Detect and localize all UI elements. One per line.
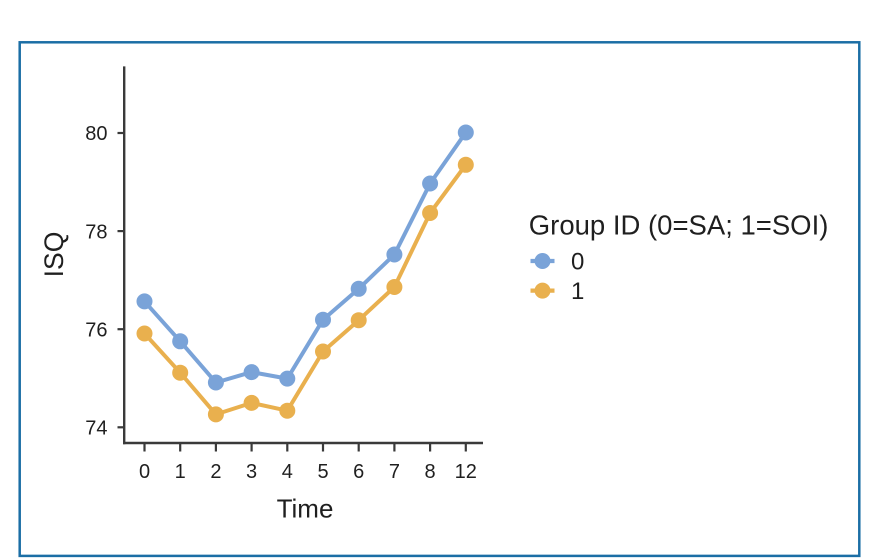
svg-text:2: 2 [210,461,221,483]
svg-text:0: 0 [139,461,150,483]
svg-text:6: 6 [353,461,364,483]
svg-text:80: 80 [85,123,107,145]
svg-text:78: 78 [85,221,107,243]
svg-text:ISQ: ISQ [39,232,69,278]
svg-text:1: 1 [175,461,186,483]
svg-text:8: 8 [425,461,436,483]
svg-text:5: 5 [317,461,328,483]
svg-text:0: 0 [571,249,584,276]
svg-text:3: 3 [246,461,257,483]
svg-text:Time: Time [277,494,334,524]
svg-text:76: 76 [85,319,107,341]
svg-text:1: 1 [571,278,584,305]
svg-text:Group ID (0=SA; 1=SOI): Group ID (0=SA; 1=SOI) [529,210,829,241]
svg-text:7: 7 [389,461,400,483]
svg-text:4: 4 [282,461,293,483]
svg-text:74: 74 [85,418,107,440]
svg-text:12: 12 [455,461,477,483]
